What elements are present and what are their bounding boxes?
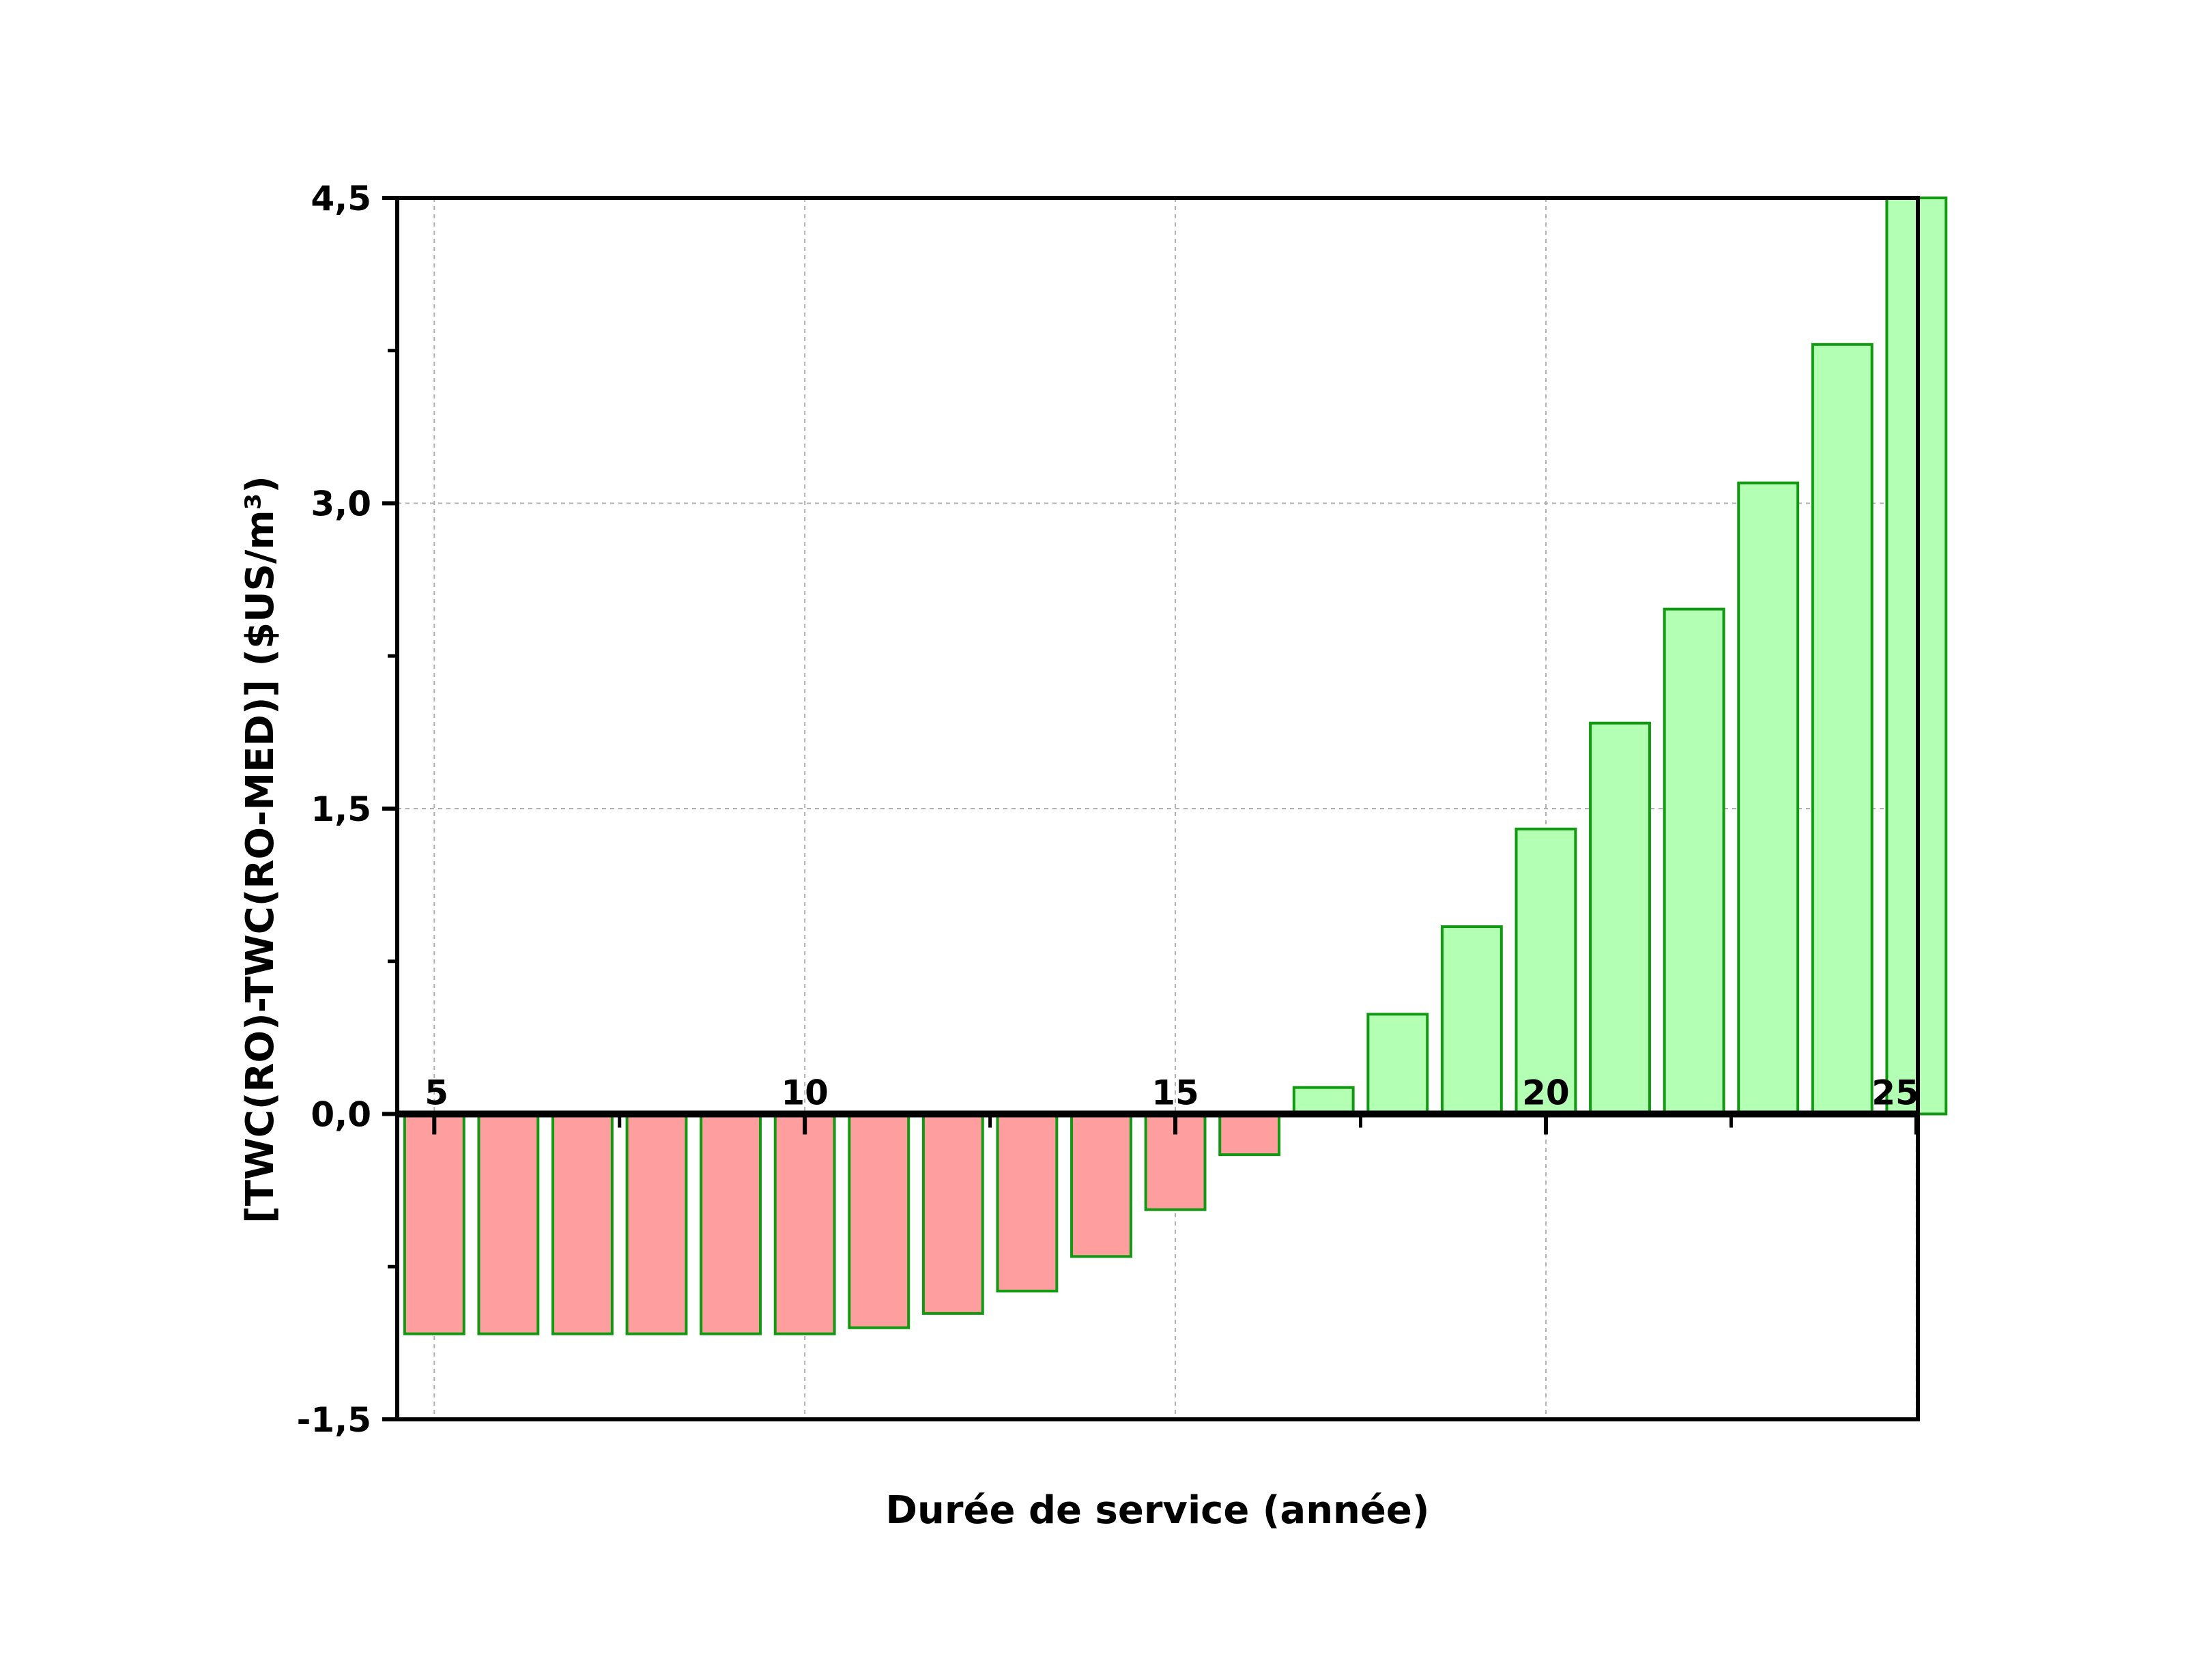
tick-labels: -1,5 0,0 1,5 3,0 4,5 5 10 15 20 25 bbox=[297, 179, 1919, 1440]
bar-19 bbox=[1440, 925, 1503, 1116]
bar-8 bbox=[625, 1112, 688, 1335]
ticks bbox=[382, 196, 1919, 1421]
x-tick-label: 10 bbox=[781, 1073, 829, 1113]
bar-20 bbox=[1515, 827, 1577, 1116]
bar-11 bbox=[848, 1112, 910, 1329]
bar-6 bbox=[477, 1112, 540, 1335]
y-axis-title: [TWC(RO)-TWC(RO-MED)] ($US/m³) bbox=[238, 476, 283, 1223]
x-tick-label: 20 bbox=[1522, 1073, 1570, 1113]
y-tick-label: -1,5 bbox=[297, 1400, 371, 1440]
y-tick-label: 1,5 bbox=[311, 790, 371, 829]
bar-12 bbox=[921, 1112, 984, 1315]
x-tick-label: 15 bbox=[1151, 1073, 1199, 1113]
y-tick-label: 4,5 bbox=[311, 179, 371, 218]
bar-18 bbox=[1366, 1013, 1429, 1116]
bar-23 bbox=[1737, 481, 1800, 1116]
bar-24 bbox=[1811, 343, 1874, 1116]
bar-9 bbox=[700, 1112, 762, 1335]
y-tick-label: 0,0 bbox=[311, 1095, 371, 1135]
y-tick-label: 3,0 bbox=[311, 484, 371, 524]
x-tick-label: 5 bbox=[425, 1073, 448, 1113]
bar-7 bbox=[551, 1112, 614, 1335]
bar-13 bbox=[996, 1112, 1059, 1293]
bar-5 bbox=[403, 1112, 465, 1335]
bar-17 bbox=[1292, 1086, 1355, 1116]
x-tick-label: 25 bbox=[1871, 1073, 1919, 1113]
x-axis-title: Durée de service (année) bbox=[886, 1488, 1430, 1533]
bar-22 bbox=[1663, 607, 1725, 1116]
bar-16 bbox=[1218, 1112, 1281, 1157]
bar-10 bbox=[773, 1112, 836, 1335]
bar-21 bbox=[1589, 721, 1651, 1116]
bar-14 bbox=[1070, 1112, 1132, 1258]
